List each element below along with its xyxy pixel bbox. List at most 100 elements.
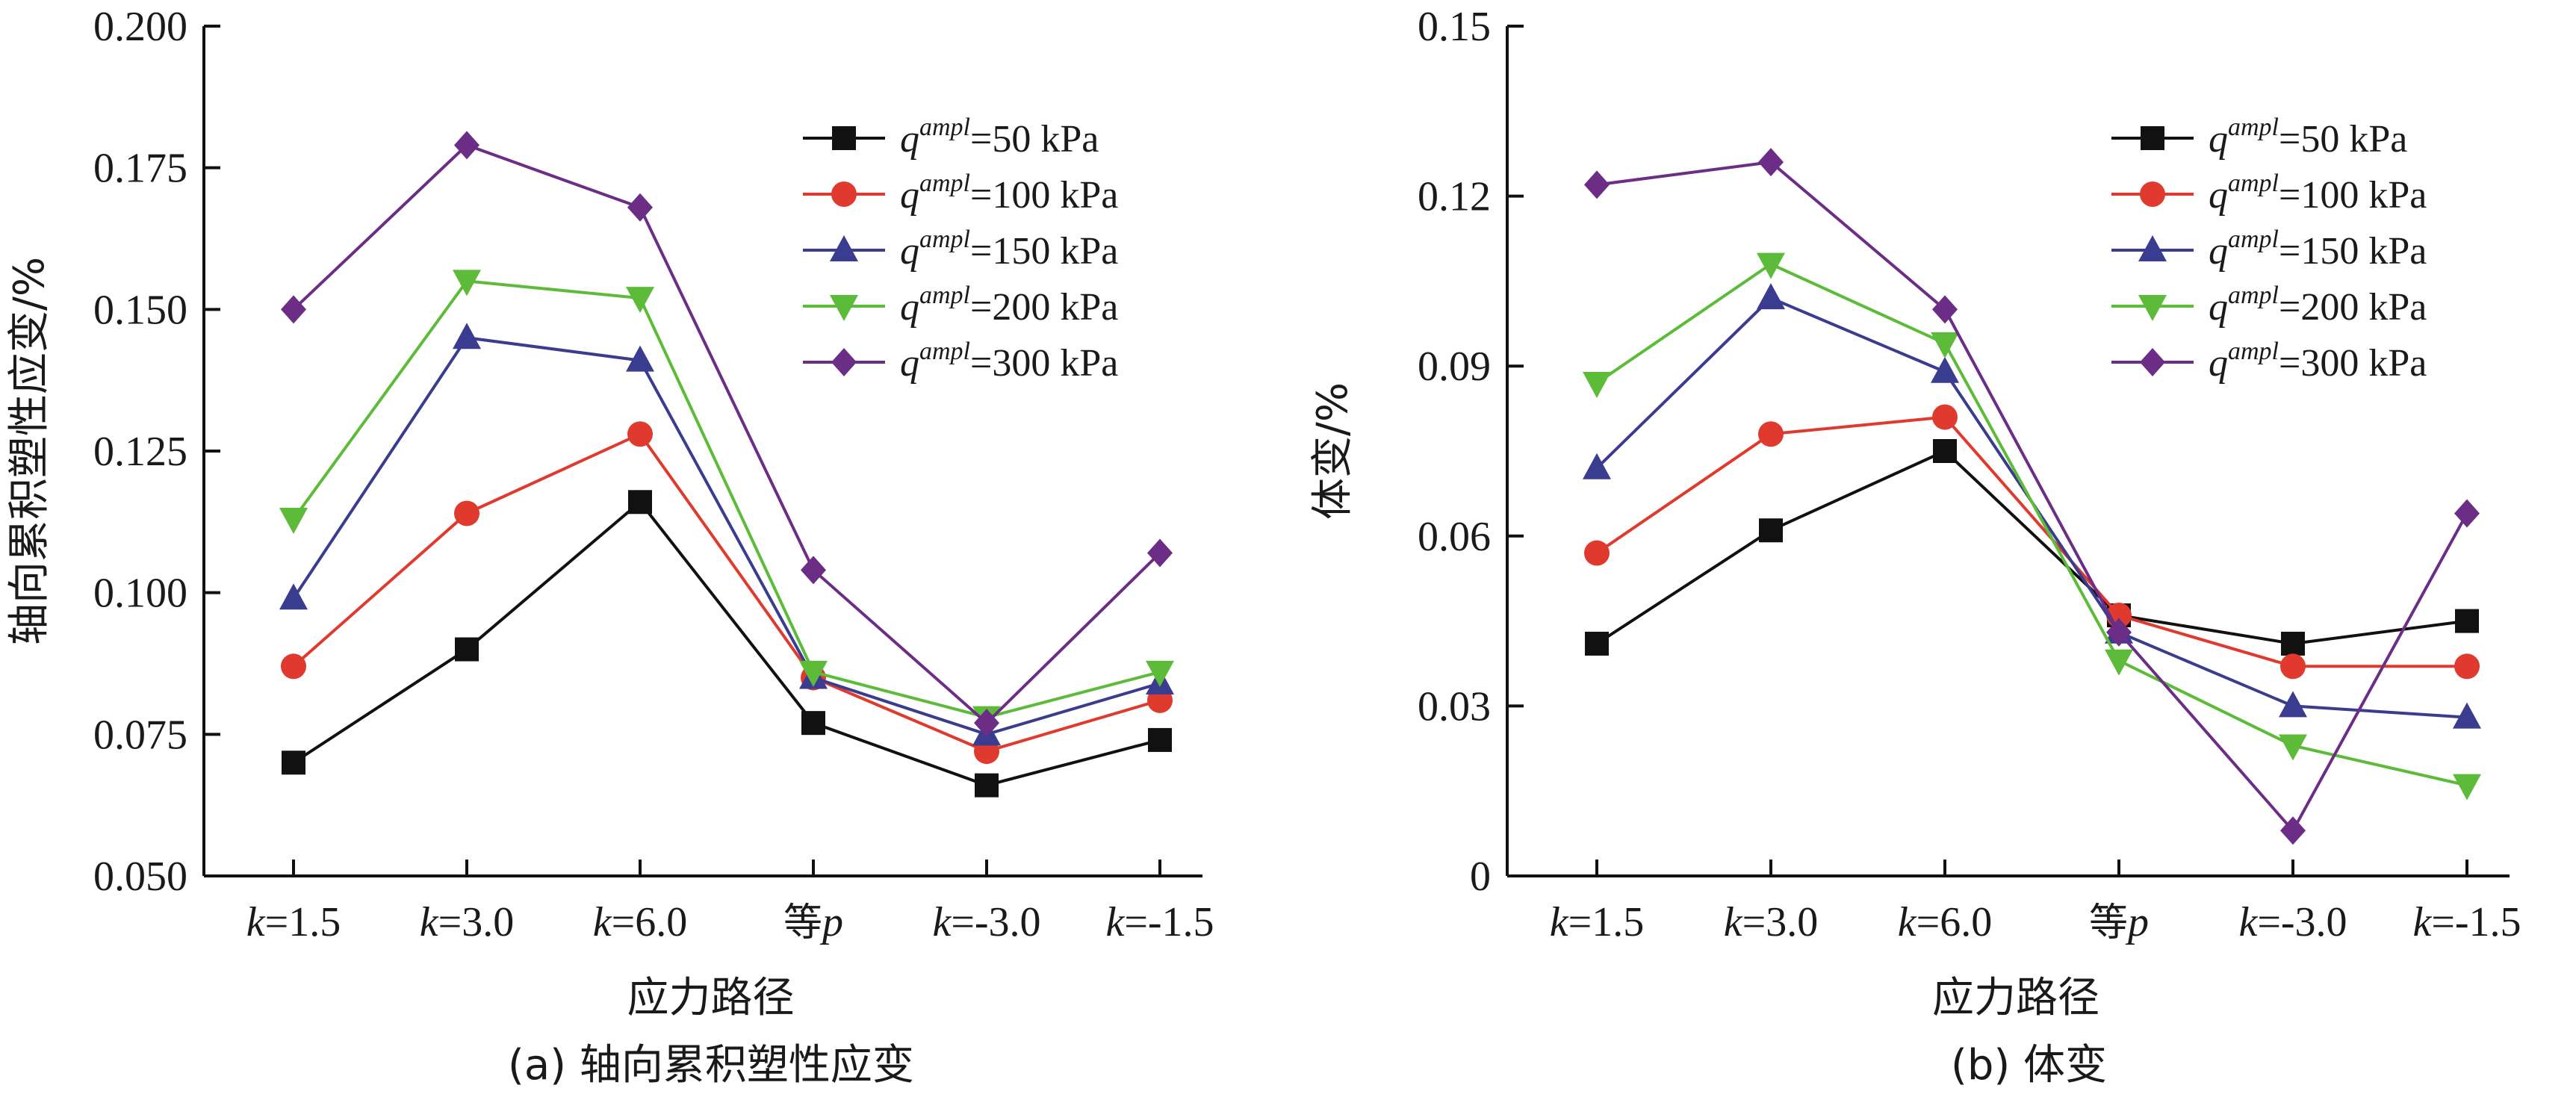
legend-marker: [2140, 181, 2165, 207]
x-axis-title: 应力路径: [1932, 974, 2099, 1022]
data-point: [2281, 631, 2305, 656]
x-tick-label: k=3.0: [420, 899, 514, 945]
data-point: [799, 660, 828, 687]
series-4: [1583, 252, 2481, 801]
data-point: [1757, 283, 1785, 310]
legend-label: qampl=200 kPa: [900, 282, 1118, 329]
legend-label: qampl=300 kPa: [2209, 338, 2427, 385]
data-point: [1148, 727, 1172, 752]
legend-marker: [830, 295, 858, 321]
x-tick-label: 等p: [783, 899, 843, 945]
data-point: [1933, 439, 1957, 463]
legend-label: qampl=50 kPa: [2209, 114, 2407, 161]
y-tick-label: 0.125: [93, 429, 187, 475]
legend-label: qampl=100 kPa: [900, 170, 1118, 217]
legend-label: qampl=50 kPa: [900, 114, 1099, 161]
legend: qampl=50 kPa qampl=100 kPa qampl=150 kPa qa…: [2111, 114, 2427, 385]
x-tick-label: k=1.5: [246, 899, 341, 945]
figure-caption: (b) 体变: [1951, 1041, 2107, 1090]
data-point: [974, 709, 999, 738]
series-5: [281, 131, 1173, 738]
data-point: [2453, 774, 2481, 801]
data-point: [1147, 538, 1173, 568]
legend-item: qampl=150 kPa: [2111, 226, 2427, 273]
legend-item: qampl=200 kPa: [2111, 282, 2427, 329]
legend-marker: [831, 181, 857, 207]
y-tick-label: 0.03: [1418, 683, 1491, 730]
data-point: [1758, 421, 1784, 447]
legend-marker: [831, 348, 857, 376]
data-point: [1585, 631, 1609, 656]
data-point: [282, 751, 305, 775]
data-point: [2105, 649, 2133, 676]
legend: qampl=50 kPa qampl=100 kPa qampl=150 kPa qa…: [803, 114, 1118, 385]
series-line: [1595, 262, 2468, 787]
y-axis-title: 轴向累积塑性应变/%: [5, 257, 54, 645]
x-tick-label: 等p: [2089, 899, 2149, 945]
data-point: [281, 295, 306, 324]
data-point: [2455, 609, 2479, 633]
legend-item: qampl=300 kPa: [2111, 338, 2427, 385]
data-point: [1932, 295, 1958, 324]
chart-panel-a: 0.050 0.075 0.100 0.125 0.150 0.175 0.200 k=1.5…: [5, 4, 1214, 1090]
data-point: [279, 583, 308, 610]
legend-item: qampl=100 kPa: [2111, 170, 2427, 217]
data-point: [1932, 404, 1958, 430]
data-point: [1584, 170, 1610, 199]
x-tick-label: k=-3.0: [2238, 899, 2347, 945]
data-point: [1583, 371, 1611, 398]
data-point: [628, 490, 652, 515]
data-point: [801, 711, 825, 736]
series-line: [292, 143, 1161, 725]
y-tick-label: 0.075: [93, 712, 187, 758]
data-point: [2454, 499, 2480, 528]
data-point: [453, 323, 481, 349]
legend-item: qampl=50 kPa: [2111, 114, 2407, 161]
data-point: [2106, 618, 2132, 647]
data-point: [2280, 653, 2306, 680]
data-point: [1757, 252, 1785, 279]
series-line: [292, 432, 1161, 753]
x-tick-label: k=3.0: [1724, 899, 1818, 945]
legend-label: qampl=150 kPa: [2209, 226, 2427, 273]
data-point: [2279, 734, 2307, 761]
data-point: [1583, 453, 1611, 479]
data-point: [453, 270, 481, 296]
data-point: [1931, 356, 1959, 383]
series-1: [282, 490, 1172, 798]
series-2: [1584, 404, 2480, 680]
y-tick-label: 0.050: [93, 854, 187, 900]
data-point: [626, 287, 654, 314]
data-point: [626, 345, 654, 372]
x-axis-title: 应力路径: [627, 974, 795, 1022]
series-line: [1595, 415, 2467, 668]
data-point: [2280, 816, 2306, 845]
series-5: [1584, 148, 2480, 845]
y-tick-label: 0.150: [93, 287, 187, 333]
legend-marker: [830, 235, 858, 261]
series-line: [292, 500, 1161, 787]
y-tick-label: 0.175: [93, 146, 187, 192]
x-tick-label: k=-1.5: [1105, 899, 1214, 945]
data-point: [1931, 332, 1959, 358]
x-tick-label: k=6.0: [593, 899, 687, 945]
data-point: [1146, 660, 1174, 687]
data-point: [454, 131, 479, 160]
data-point: [2453, 702, 2481, 729]
data-point: [627, 193, 653, 222]
data-point: [454, 500, 479, 526]
legend-marker: [2141, 126, 2164, 150]
legend-label: qampl=300 kPa: [900, 338, 1118, 385]
y-tick-label: 0.06: [1418, 514, 1491, 560]
y-axis-title: 体变/%: [1309, 382, 1357, 520]
series-line: [1595, 449, 2468, 645]
data-point: [627, 421, 653, 447]
y-tick-label: 0.12: [1418, 174, 1491, 220]
data-point: [801, 556, 826, 585]
chart-panel-b: 0 0.03 0.06 0.09 0.12 0.15 k=1.5 k=3.0 k=6.0 等p k=…: [1309, 4, 2521, 1090]
legend-item: qampl=200 kPa: [803, 282, 1118, 329]
legend-label: qampl=100 kPa: [2209, 170, 2427, 217]
y-tick-label: 0.200: [93, 4, 187, 50]
data-point: [2454, 653, 2480, 680]
